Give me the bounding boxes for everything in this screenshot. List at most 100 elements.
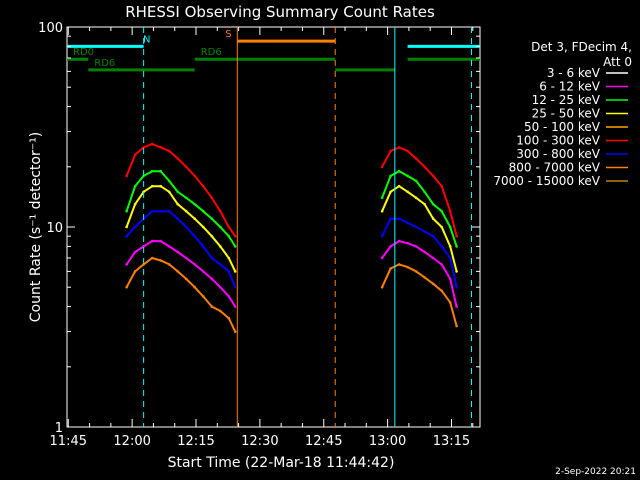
series-6-12-kev-point [414,245,418,248]
y-tick-label: 100 [38,21,63,36]
series-25-50-kev-point [448,245,452,248]
series-100-300-kev-point [440,184,444,188]
series-6-12-kev-point [397,239,401,243]
series-6-12-kev-point [159,239,162,243]
series-100-300-kev-segment-1 [125,142,237,237]
series-100-300-kev-point [159,146,162,149]
series-25-50-kev-point [150,184,154,188]
series-25-50-kev-point [125,225,128,229]
y-axis-label: Count Rate (s⁻¹ detector⁻¹) [28,132,44,322]
series-100-300-kev-point [423,165,426,169]
series-800-7000-kev-point [233,330,237,333]
date-stamp: 2-Sep-2022 20:21 [555,467,636,477]
series-800-7000-kev-point [227,316,231,320]
series-12-25-kev-point [233,245,237,248]
series-12-25-kev-point [448,225,452,229]
series-800-7000-kev-point [431,282,435,286]
series-12-25-kev-point [423,190,426,194]
series-100-300-kev-point [167,149,171,153]
series-800-7000-kev-segment-1 [125,256,237,333]
series-25-50-kev-point [227,256,231,260]
series-100-300-kev-point [380,165,384,169]
series-12-25-kev-segment-1 [125,170,237,247]
status-bar-label-rd6: RD6 [201,47,222,58]
legend-entry-label-7000-15000-kev: 7000 - 15000 keV [493,174,600,188]
series-25-50-kev-point [167,190,171,194]
series-12-25-kev-point [210,217,214,220]
series-6-12-kev-point [233,305,237,308]
series-12-25-kev-point [389,174,392,178]
series-100-300-kev-point [176,157,179,160]
chart-title: RHESSI Observing Summary Count Rates [125,3,435,21]
series-6-12-kev-point [150,239,154,243]
series-300-800-kev-point [167,209,171,213]
series-25-50-kev-point [414,196,418,200]
series-12-25-kev-point [193,202,196,206]
series-12-25-kev-point [455,245,458,248]
series-12-25-kev-point [227,234,231,238]
series-6-12-kev-point [389,245,392,248]
status-bar-label-s: S [225,29,231,40]
legend-entry-label-6-12-kev: 6 - 12 keV [539,80,601,94]
series-6-12-kev-point [167,245,171,248]
series-300-800-kev-segment-2 [381,217,458,288]
series-6-12-kev-point [380,256,384,260]
x-axis-ticks: 11:45 12:00 12:15 12:30 12:45 13:00 13:15 [50,27,474,449]
series-800-7000-kev-point [406,265,409,269]
series-300-800-kev-point [440,245,444,248]
series-12-25-kev-point [414,179,418,183]
series-300-800-kev-point [176,217,179,220]
series-25-50-kev-point [397,184,401,188]
series-300-800-kev-point [210,256,214,260]
series-6-12-kev-point [133,250,137,254]
series-100-300-kev-point [125,174,128,178]
series-6-12-kev-point [423,250,426,254]
series-800-7000-kev-point [455,324,458,328]
series-800-7000-kev-point [150,256,154,260]
series-800-7000-kev-point [184,277,188,281]
series-800-7000-kev-point [440,289,444,293]
series-300-800-kev-point [133,225,137,229]
series-6-12-kev-segment-1 [125,240,237,308]
series-6-12-kev-point [125,263,128,266]
series-800-7000-kev-point [142,263,145,266]
series-25-50-kev-point [193,217,196,220]
series-25-50-kev-point [440,225,444,229]
series-300-800-kev-point [193,234,196,238]
series-25-50-kev-point [431,217,435,220]
series-6-12-kev-point [210,277,214,281]
series-300-800-kev-point [455,285,458,289]
legend-entry-label-800-7000-kev: 800 - 7000 keV [509,161,601,175]
series-6-12-kev-point [176,250,179,254]
series-300-800-kev-point [125,234,128,238]
x-tick-label: 12:45 [305,434,342,449]
series-100-300-kev-point [414,157,418,160]
series-300-800-kev-point [431,234,435,238]
series-25-50-kev-point [423,202,426,206]
series-25-50-kev-point [233,270,237,273]
series-25-50-kev-point [406,190,409,194]
series-300-800-kev-point [448,256,452,260]
series-300-800-kev-point [159,209,162,213]
series-25-50-kev-point [455,270,458,273]
legend-entry-label-25-50-kev: 25 - 50 keV [532,107,601,121]
legend-entry-label-300-800-kev: 300 - 800 keV [516,147,600,161]
series-12-25-kev-point [133,184,137,188]
series-800-7000-kev-point [423,276,426,279]
series-800-7000-kev-point [219,309,222,313]
series-12-25-kev-point [125,209,128,213]
series-6-12-kev-point [184,256,188,260]
series-6-12-kev-point [227,295,231,298]
series-12-25-kev-point [406,174,409,178]
series-300-800-kev-point [414,225,418,229]
series-25-50-kev-point [133,202,137,206]
series-12-25-kev-point [219,225,222,229]
series-300-800-kev-point [397,217,401,220]
series-6-12-kev-point [448,277,452,281]
series-6-12-kev-point [406,241,409,245]
x-tick-label: 12:00 [113,434,150,449]
series-800-7000-kev-point [193,285,196,289]
